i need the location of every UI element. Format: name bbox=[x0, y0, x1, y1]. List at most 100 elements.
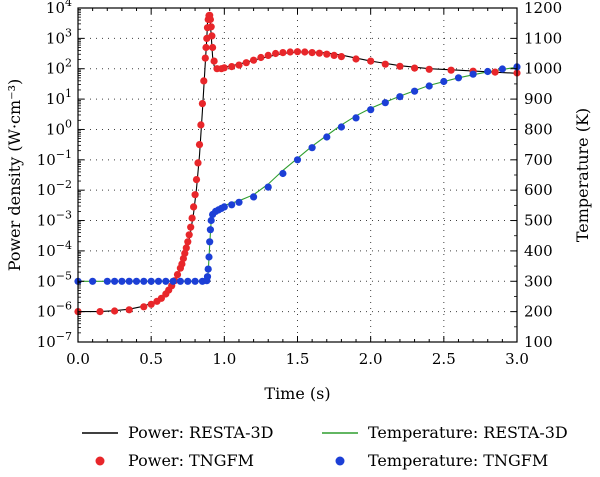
data-point-temperature-tngfm bbox=[337, 123, 345, 131]
data-point-temperature-tngfm bbox=[191, 277, 199, 285]
legend-swatch-power-tngfm bbox=[95, 456, 105, 466]
right-tick-label: 800 bbox=[524, 120, 553, 138]
data-point-power-tngfm bbox=[197, 121, 205, 129]
data-point-temperature-tngfm bbox=[228, 201, 236, 209]
data-point-temperature-tngfm bbox=[411, 87, 419, 95]
right-tick-label: 1100 bbox=[524, 29, 562, 47]
right-y-axis-title: Temperature (K) bbox=[573, 108, 592, 242]
data-point-power-tngfm bbox=[194, 159, 202, 167]
data-point-temperature-tngfm bbox=[207, 216, 215, 225]
data-point-power-tngfm bbox=[242, 59, 250, 67]
data-point-power-tngfm bbox=[157, 294, 165, 302]
x-tick-label: 1.5 bbox=[286, 350, 310, 368]
data-point-temperature-tngfm bbox=[125, 277, 133, 285]
data-point-power-tngfm bbox=[201, 54, 209, 62]
data-point-temperature-tngfm bbox=[205, 253, 213, 261]
data-point-power-tngfm bbox=[279, 49, 287, 57]
data-point-power-tngfm bbox=[425, 65, 433, 73]
data-point-power-tngfm bbox=[301, 48, 309, 56]
data-point-temperature-tngfm bbox=[469, 70, 477, 78]
legend-swatch-temperature-tngfm bbox=[335, 456, 345, 466]
left-tick-label: 101 bbox=[46, 87, 72, 108]
data-point-power-tngfm bbox=[337, 53, 345, 61]
data-point-temperature-tngfm bbox=[206, 226, 214, 234]
data-point-power-tngfm bbox=[352, 55, 360, 63]
data-point-power-tngfm bbox=[207, 23, 215, 31]
right-tick-label: 1000 bbox=[524, 60, 562, 78]
data-point-power-tngfm bbox=[367, 57, 375, 65]
data-point-power-tngfm bbox=[202, 43, 210, 52]
left-tick-label: 10−7 bbox=[37, 330, 72, 351]
data-point-temperature-tngfm bbox=[132, 277, 141, 285]
legend-label-temperature-resta3d: Temperature: RESTA-3D bbox=[368, 423, 568, 442]
data-point-power-tngfm bbox=[178, 260, 186, 268]
axes: 0.0 0.5 1.0 1.5 2.0 2.5 3.0 10−7 10−6 10−5 10−4 10−… bbox=[37, 0, 563, 368]
data-point-power-tngfm bbox=[185, 231, 193, 239]
data-point-temperature-tngfm bbox=[454, 74, 463, 82]
data-point-temperature-tngfm bbox=[323, 133, 331, 141]
data-point-temperature-tngfm bbox=[111, 277, 119, 285]
legend-label-power-resta3d: Power: RESTA-3D bbox=[128, 423, 274, 442]
data-point-power-tngfm bbox=[147, 300, 155, 308]
data-point-temperature-tngfm bbox=[103, 277, 111, 285]
data-point-temperature-tngfm bbox=[162, 277, 170, 285]
left-tick-label: 104 bbox=[46, 0, 72, 17]
data-point-power-tngfm bbox=[293, 48, 302, 56]
data-point-power-tngfm bbox=[396, 62, 404, 70]
data-point-temperature-tngfm bbox=[220, 203, 228, 211]
data-point-power-tngfm bbox=[210, 57, 218, 65]
legend: Power: RESTA-3D Temperature: RESTA-3D Po… bbox=[82, 423, 568, 470]
data-point-power-tngfm bbox=[200, 77, 208, 85]
data-point-power-tngfm bbox=[447, 66, 455, 74]
data-point-power-tngfm bbox=[96, 308, 104, 316]
data-point-power-tngfm bbox=[187, 223, 195, 231]
series-layer bbox=[74, 11, 521, 316]
left-tick-label: 10−1 bbox=[37, 148, 72, 169]
data-point-temperature-tngfm bbox=[206, 238, 214, 246]
data-point-power-tngfm bbox=[195, 141, 204, 149]
data-point-power-tngfm bbox=[209, 43, 217, 52]
data-point-power-tngfm bbox=[173, 271, 182, 279]
left-tick-label: 10−6 bbox=[37, 300, 72, 321]
x-tick-label: 3.0 bbox=[505, 350, 529, 368]
x-tick-label: 2.0 bbox=[359, 350, 383, 368]
data-point-power-tngfm bbox=[264, 51, 272, 60]
right-tick-label: 1200 bbox=[524, 0, 562, 17]
legend-label-power-tngfm: Power: TNGFM bbox=[128, 451, 254, 470]
data-point-power-tngfm bbox=[192, 176, 201, 184]
left-tick-label: 10−2 bbox=[37, 178, 72, 199]
data-point-power-tngfm bbox=[206, 15, 214, 24]
data-point-temperature-tngfm bbox=[154, 277, 163, 285]
data-point-temperature-tngfm bbox=[352, 114, 360, 122]
data-point-power-tngfm bbox=[411, 64, 419, 72]
data-point-power-tngfm bbox=[272, 49, 280, 58]
left-tick-label: 102 bbox=[46, 57, 72, 78]
legend-label-temperature-tngfm: Temperature: TNGFM bbox=[368, 451, 548, 470]
data-point-power-tngfm bbox=[184, 238, 192, 246]
data-point-temperature-tngfm bbox=[250, 193, 258, 201]
data-point-temperature-tngfm bbox=[293, 156, 302, 164]
data-point-temperature-tngfm bbox=[204, 265, 212, 273]
data-point-power-tngfm bbox=[257, 53, 265, 62]
data-point-temperature-tngfm bbox=[381, 99, 389, 107]
data-point-power-tngfm bbox=[491, 68, 499, 76]
right-tick-label: 600 bbox=[524, 181, 553, 199]
x-tick-label: 0.0 bbox=[66, 350, 90, 368]
data-point-temperature-tngfm bbox=[484, 67, 492, 76]
right-tick-label: 300 bbox=[524, 272, 553, 290]
left-y-axis-title: Power density (W·cm⁻³) bbox=[5, 79, 24, 272]
data-point-temperature-tngfm bbox=[264, 183, 272, 191]
data-point-power-tngfm bbox=[220, 64, 228, 72]
data-point-power-tngfm bbox=[198, 100, 206, 108]
data-point-temperature-tngfm bbox=[118, 277, 126, 285]
data-point-temperature-tngfm bbox=[169, 277, 177, 285]
data-point-temperature-tngfm bbox=[308, 144, 316, 152]
data-point-power-tngfm bbox=[235, 61, 243, 69]
data-point-power-tngfm bbox=[228, 63, 236, 71]
data-point-power-tngfm bbox=[381, 60, 389, 68]
right-tick-label: 700 bbox=[524, 151, 553, 169]
data-point-power-tngfm bbox=[315, 49, 323, 57]
data-point-power-tngfm bbox=[190, 203, 198, 211]
